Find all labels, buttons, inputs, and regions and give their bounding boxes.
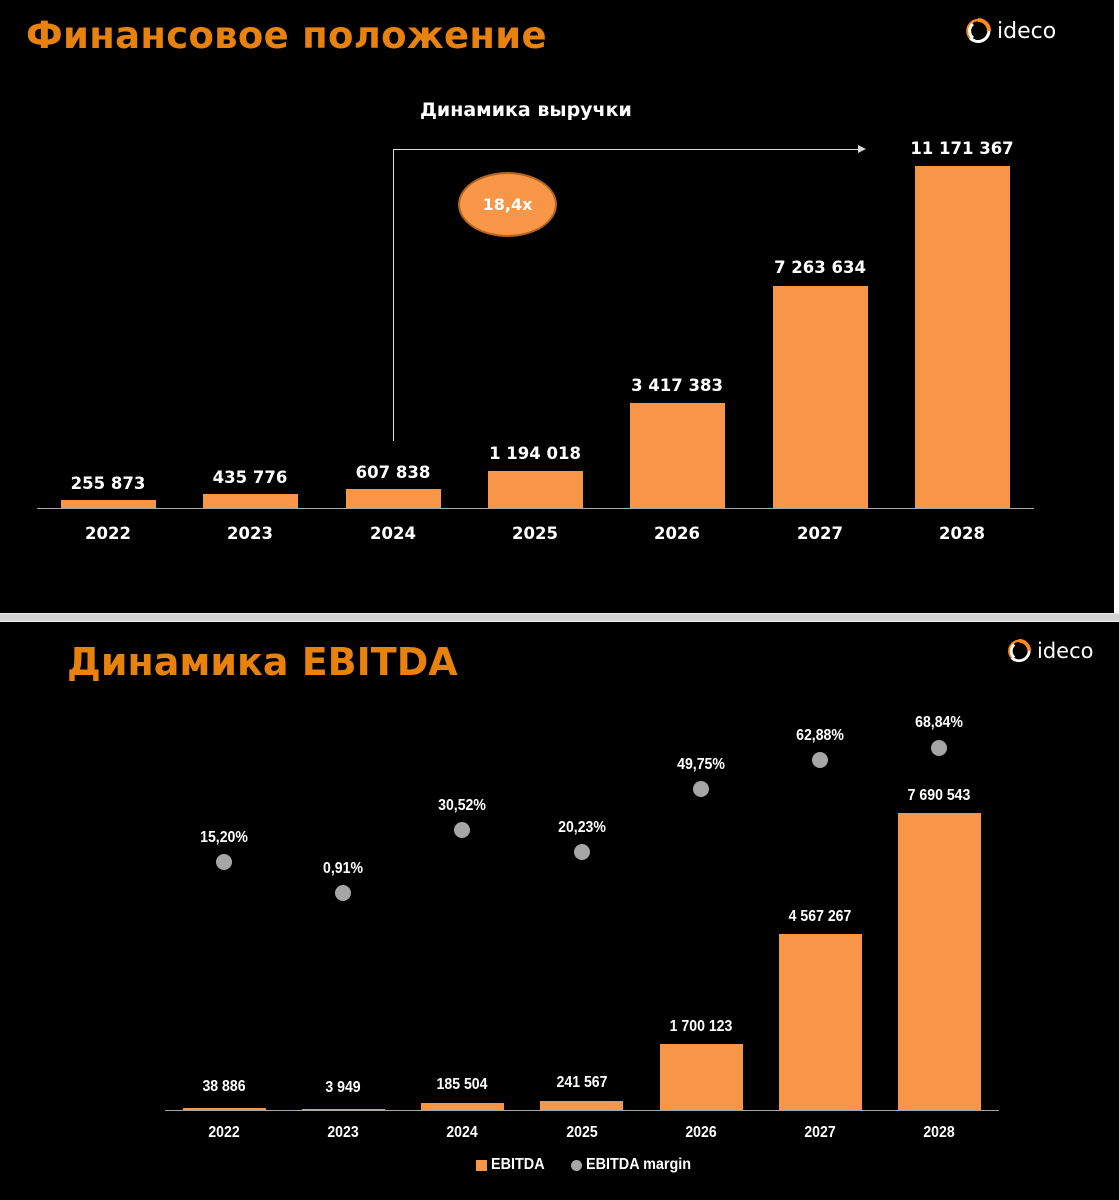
- x-axis: [37, 508, 1034, 509]
- value-label: 241 567: [556, 1074, 608, 1091]
- ideco-ring-icon: [966, 18, 991, 43]
- x-tick-label: 2027: [797, 524, 843, 543]
- legend-ebitda-margin: EBITDA margin: [585, 1156, 691, 1173]
- x-tick-label: 2028: [939, 524, 985, 543]
- x-tick-label: 2022: [85, 524, 131, 543]
- ebitda-slide: Динамика EBITDA ideco 15,20% 0,91% 30,52…: [0, 622, 1119, 1200]
- bar-2022: [61, 500, 156, 508]
- ebitda-bar-2028: [898, 813, 981, 1110]
- legend-ebitda: EBITDA: [491, 1156, 545, 1173]
- ideco-ring-icon: [1008, 638, 1032, 663]
- ideco-logo: ideco: [1006, 638, 1093, 664]
- x-tick-label: 2026: [654, 524, 700, 543]
- margin-label: 62,88%: [796, 727, 844, 744]
- x-tick-label: 2025: [512, 524, 558, 543]
- margin-dot-2027: [812, 752, 828, 768]
- x-tick-label: 2025: [566, 1124, 598, 1141]
- x-axis: [165, 1110, 999, 1111]
- value-label: 1 194 018: [489, 444, 581, 463]
- ebitda-bar-2022: [183, 1108, 266, 1110]
- logo-text: ideco: [997, 18, 1057, 44]
- margin-label: 15,20%: [200, 829, 248, 846]
- value-label: 11 171 367: [910, 139, 1014, 158]
- value-label: 185 504: [436, 1076, 488, 1093]
- slide-title: Динамика EBITDA: [67, 640, 458, 684]
- x-tick-label: 2024: [446, 1124, 478, 1141]
- margin-label: 20,23%: [558, 819, 606, 836]
- growth-arrow-vertical: [393, 149, 394, 441]
- logo-text: ideco: [1037, 639, 1094, 663]
- x-tick-label: 2027: [804, 1124, 836, 1141]
- x-tick-label: 2026: [685, 1124, 717, 1141]
- legend-circle-icon: [570, 1159, 582, 1171]
- ebitda-bar-2027: [779, 934, 862, 1110]
- value-label: 607 838: [355, 463, 431, 482]
- value-label: 4 567 267: [788, 908, 852, 925]
- value-label: 3 417 383: [631, 376, 723, 395]
- chart-title: Динамика выручки: [420, 99, 632, 121]
- margin-label: 68,84%: [915, 714, 963, 731]
- ebitda-bar-2025: [540, 1101, 623, 1110]
- value-label: 1 700 123: [669, 1018, 733, 1035]
- value-label: 38 886: [202, 1078, 246, 1095]
- revenue-slide: Финансовое положение ideco Динамика выру…: [0, 0, 1114, 613]
- margin-dot-2025: [574, 844, 590, 860]
- bar-2024: [346, 489, 441, 508]
- bar-2027: [773, 286, 868, 508]
- x-tick-label: 2023: [227, 524, 273, 543]
- growth-arrow-horizontal: [393, 149, 859, 150]
- x-tick-label: 2023: [327, 1124, 359, 1141]
- ideco-logo: ideco: [964, 17, 1056, 45]
- margin-dot-2023: [335, 885, 351, 901]
- arrow-right-icon: [858, 145, 866, 153]
- slide-title: Финансовое положение: [26, 14, 547, 57]
- value-label: 255 873: [70, 474, 146, 493]
- value-label: 7 690 543: [907, 787, 971, 804]
- margin-dot-2022: [216, 854, 232, 870]
- legend-square-icon: [476, 1159, 487, 1171]
- value-label: 3 949: [325, 1079, 361, 1096]
- ebitda-bar-2024: [421, 1103, 504, 1110]
- margin-dot-2024: [454, 822, 470, 838]
- margin-label: 0,91%: [323, 860, 363, 877]
- ebitda-bar-2023: [302, 1109, 385, 1110]
- bar-2026: [630, 403, 725, 508]
- value-label: 7 263 634: [774, 258, 866, 277]
- margin-dot-2028: [931, 740, 947, 756]
- growth-badge: 18,4x: [458, 172, 557, 237]
- bar-2025: [488, 471, 583, 508]
- margin-label: 30,52%: [438, 797, 486, 814]
- value-label: 435 776: [212, 468, 288, 487]
- bar-2023: [203, 494, 298, 508]
- margin-label: 49,75%: [677, 756, 725, 773]
- x-tick-label: 2022: [208, 1124, 240, 1141]
- chart-legend: EBITDA EBITDA margin: [476, 1156, 702, 1174]
- slide-separator: [0, 613, 1119, 622]
- ebitda-bar-2026: [660, 1044, 743, 1110]
- margin-dot-2026: [693, 781, 709, 797]
- x-tick-label: 2024: [370, 524, 416, 543]
- bar-2028: [915, 166, 1010, 508]
- x-tick-label: 2028: [923, 1124, 955, 1141]
